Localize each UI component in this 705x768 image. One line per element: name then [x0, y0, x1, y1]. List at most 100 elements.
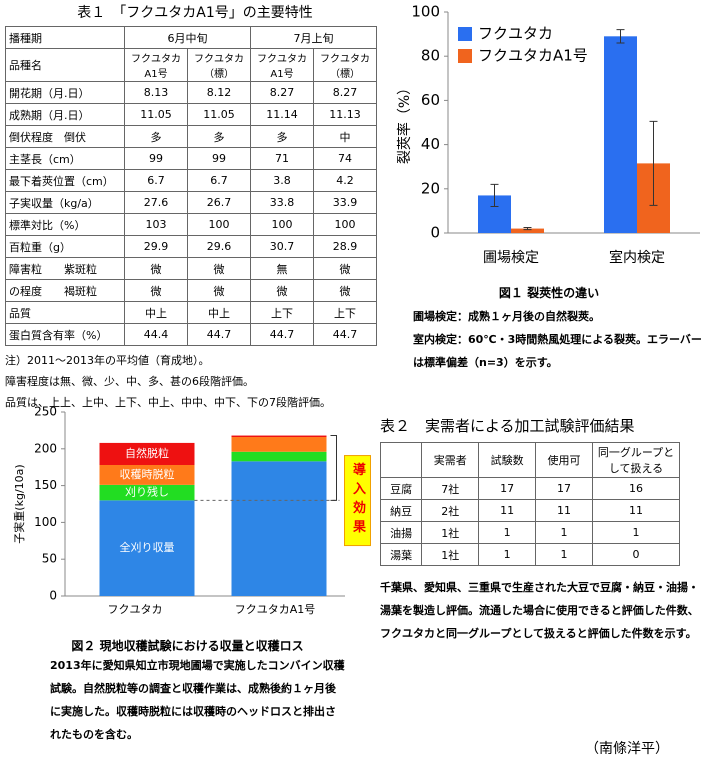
y-tick-label: 150	[34, 478, 57, 492]
table-row: 倒伏程度 倒伏多多多中	[5, 125, 377, 148]
header-cell: 実需者	[421, 442, 480, 478]
cell: 無	[250, 257, 314, 280]
row-label: 障害粒 紫斑粒	[5, 257, 125, 280]
cell: 中上	[187, 301, 251, 324]
table-row: 油揚 1社 1 1 1	[379, 521, 680, 544]
cell: 74	[313, 147, 377, 170]
note-line: 注）2011～2013年の平均値（育成地）。	[5, 354, 210, 367]
y-tick-label: 20	[421, 179, 440, 197]
y-tick-label: 40	[421, 135, 440, 153]
cell: 1	[592, 521, 680, 544]
cell: 1社	[421, 521, 480, 544]
figure2-chart: 0 50 100 150 200 250 子実重(kg/10a) フクユタカ フクユタカA1号 全…	[12, 405, 371, 616]
variety-row: 品種名 フクユタカA1号 フクユタカ（標） フクユタカA1号 フクユタカ（標）	[5, 48, 377, 82]
cell: 44.7	[313, 323, 377, 346]
row-label: 開花期（月.日）	[5, 81, 125, 104]
cell: 28.9	[313, 235, 377, 258]
cell: 微	[124, 279, 188, 302]
bracket	[330, 435, 337, 501]
row-label: 最下着莢位置（cm）	[5, 169, 125, 192]
note-line: 室内検定：60℃・3時間熱風処理による裂莢。エラーバーは標準偏差（n=3）を示す…	[413, 333, 702, 369]
cell: 微	[250, 279, 314, 302]
cell: 多	[124, 125, 188, 148]
cell: 0	[592, 543, 680, 566]
y-axis-label: 子実重(kg/10a)	[12, 464, 26, 543]
cell: 8.27	[313, 81, 377, 104]
row-label: 標準対比（%）	[5, 213, 125, 236]
bar-segment	[231, 435, 327, 438]
bar-segment	[99, 484, 195, 501]
table2-block: 表２ 実需者による加工試験評価結果 実需者 試験数 使用可 同一グループとして扱える豆…	[379, 415, 700, 645]
legend-label: フクユタカ	[478, 25, 553, 43]
cell: 中	[313, 125, 377, 148]
header-cell: 使用可	[535, 442, 593, 478]
row-label: 成熟期（月.日）	[5, 103, 125, 126]
table-row: 納豆 2社 11 11 11	[379, 499, 680, 522]
error-bar	[490, 183, 499, 207]
cell: 6.7	[124, 169, 188, 192]
bar	[511, 228, 544, 233]
header-row: 播種期 6月中旬 7月上旬	[5, 26, 377, 49]
table-row: 湯葉 1社 1 1 0	[379, 543, 680, 566]
note-line: 品質は、上上、上中、上下、中上、中中、中下、下の7段階評価。	[5, 396, 331, 409]
cell: 17	[478, 477, 537, 500]
legend-label: フクユタカA1号	[478, 47, 588, 65]
cell: 71	[250, 147, 314, 170]
y-tick-label: 0	[49, 589, 57, 603]
note-line: 圃場検定：成熟１ヶ月後の自然裂莢。	[413, 310, 600, 323]
cell: 4.2	[313, 169, 377, 192]
table-row: 百粒重（g） 29.9 29.6 30.7 28.9	[5, 235, 377, 258]
cell: 33.8	[250, 191, 314, 214]
table-row: 最下着莢位置（cm） 6.7 6.7 3.8 4.2	[5, 169, 377, 192]
annotation: 導入効果	[350, 462, 367, 539]
cell: 上下	[313, 301, 377, 324]
bar-segment	[231, 461, 327, 596]
cell: 27.6	[124, 191, 188, 214]
cell: 11	[592, 499, 680, 522]
table-row: 成熟期（月.日） 11.05 11.05 11.14 11.13	[5, 103, 377, 126]
cell: 1	[478, 521, 537, 544]
figure-note: 2013年に愛知県知立市現地圃場で実施したコンバイン収穫試験。自然脱粒等の調査と…	[50, 659, 345, 741]
table-notes: 注）2011～2013年の平均値（育成地）。障害程度は無、微、少、中、多、甚の6…	[5, 350, 385, 413]
segment-label: 収穫時脱粒	[120, 467, 175, 481]
row-label: 子実収量（kg/a）	[5, 191, 125, 214]
x-tick-label: フクユタカ	[108, 603, 163, 616]
variety-cell: フクユタカA1号	[124, 48, 188, 82]
header-cell: 6月中旬	[124, 26, 251, 49]
cell: 1社	[421, 543, 480, 566]
cell: 7社	[421, 477, 480, 500]
figure-caption: 図１ 裂莢性の違い	[498, 286, 600, 300]
header-cell: 播種期	[5, 26, 125, 49]
cell: 中上	[124, 301, 188, 324]
cell: 11.05	[187, 103, 251, 126]
cell: 99	[187, 147, 251, 170]
bar-segment	[99, 442, 195, 465]
table-title: 表２ 実需者による加工試験評価結果	[380, 417, 635, 435]
table-row: 品質 中上 中上 上下 上下	[5, 301, 377, 324]
cell: 103	[124, 213, 188, 236]
cell: 33.9	[313, 191, 377, 214]
annotation-box	[344, 455, 371, 547]
cell: 100	[250, 213, 314, 236]
table-row: の程度 褐斑粒微微微微	[5, 279, 377, 302]
cell: 微	[187, 257, 251, 280]
table-row: 子実収量（kg/a） 27.6 26.7 33.8 33.9	[5, 191, 377, 214]
cell: 6.7	[187, 169, 251, 192]
variety-cell: 品種名	[5, 48, 125, 82]
y-tick-label: 60	[421, 91, 440, 109]
cell: 16	[592, 477, 680, 500]
note-line: 障害程度は無、微、少、中、多、甚の6段階評価。	[5, 375, 254, 388]
y-tick-label: 80	[421, 47, 440, 65]
segment-label: 自然脱粒	[125, 446, 169, 460]
error-bar	[616, 29, 625, 44]
y-tick-label: 250	[34, 405, 57, 419]
cell: 11.05	[124, 103, 188, 126]
figure-notes: 圃場検定：成熟１ヶ月後の自然裂莢。室内検定：60℃・3時間熱風処理による裂莢。エ…	[393, 305, 705, 374]
variety-cell: フクユタカ（標）	[187, 48, 251, 82]
figure-caption: 図２ 現地収穫試験における収量と収穫ロス	[71, 639, 304, 653]
cell: 100	[187, 213, 251, 236]
row-label: 納豆	[379, 499, 423, 522]
bar	[604, 36, 637, 234]
cell: 微	[124, 257, 188, 280]
